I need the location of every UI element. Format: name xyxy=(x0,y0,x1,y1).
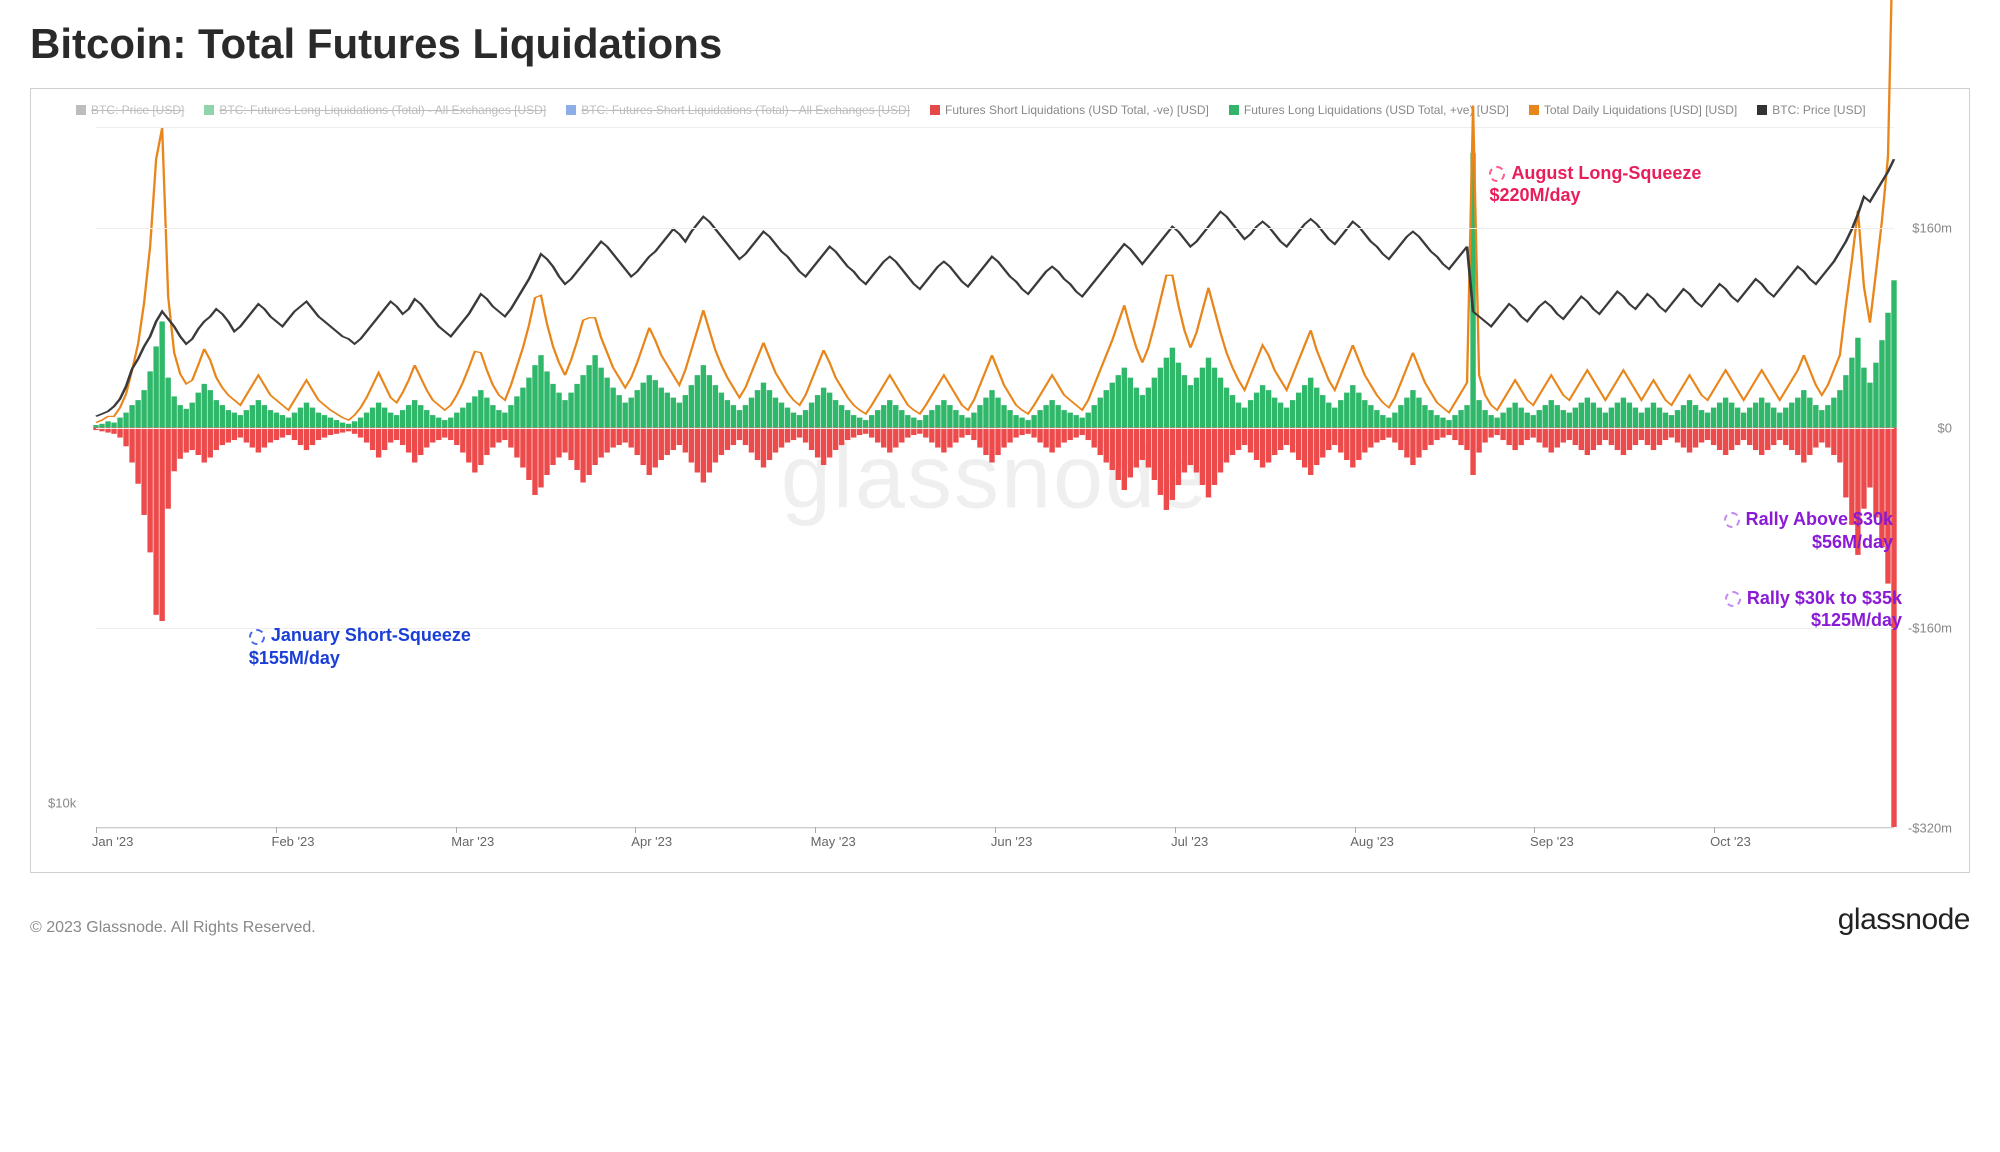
legend-item[interactable]: BTC: Price [USD] xyxy=(76,103,184,117)
gridline xyxy=(96,228,1894,229)
x-tick-mark xyxy=(995,827,996,833)
x-tick-mark xyxy=(1714,827,1715,833)
legend-label: Total Daily Liquidations [USD] [USD] xyxy=(1544,103,1737,117)
long-bars xyxy=(93,153,1896,428)
legend-label: BTC: Futures Long Liquidations (Total) -… xyxy=(219,103,546,117)
legend: BTC: Price [USD] BTC: Futures Long Liquid… xyxy=(46,99,1954,127)
x-tick-mark xyxy=(1355,827,1356,833)
x-tick-label: Sep '23 xyxy=(1530,834,1574,849)
x-tick-mark xyxy=(635,827,636,833)
x-tick-mark xyxy=(1534,827,1535,833)
legend-swatch xyxy=(76,105,86,115)
legend-label: BTC: Price [USD] xyxy=(1772,103,1865,117)
legend-swatch xyxy=(566,105,576,115)
legend-label: Futures Short Liquidations (USD Total, -… xyxy=(945,103,1209,117)
brand-logo: glassnode xyxy=(1838,903,1970,937)
chart-svg xyxy=(96,128,1894,827)
legend-swatch xyxy=(930,105,940,115)
chart-title: Bitcoin: Total Futures Liquidations xyxy=(30,20,1970,68)
legend-label: BTC: Price [USD] xyxy=(91,103,184,117)
y-tick-label: $0 xyxy=(1938,421,1952,436)
legend-item[interactable]: Total Daily Liquidations [USD] [USD] xyxy=(1529,103,1737,117)
chart-frame: BTC: Price [USD] BTC: Futures Long Liquid… xyxy=(30,88,1970,873)
copyright: © 2023 Glassnode. All Rights Reserved. xyxy=(30,919,316,937)
x-tick-mark xyxy=(96,827,97,833)
x-tick-label: Jul '23 xyxy=(1171,834,1208,849)
x-tick-label: May '23 xyxy=(811,834,856,849)
x-tick-mark xyxy=(276,827,277,833)
footer: © 2023 Glassnode. All Rights Reserved. g… xyxy=(30,903,1970,937)
x-tick-mark xyxy=(456,827,457,833)
legend-item[interactable]: BTC: Futures Short Liquidations (Total) … xyxy=(566,103,910,117)
legend-item[interactable]: BTC: Futures Long Liquidations (Total) -… xyxy=(204,103,546,117)
legend-item[interactable]: Futures Long Liquidations (USD Total, +v… xyxy=(1229,103,1509,117)
gridline xyxy=(96,428,1894,429)
legend-swatch xyxy=(1229,105,1239,115)
x-tick-label: Jan '23 xyxy=(92,834,134,849)
x-tick-label: Aug '23 xyxy=(1350,834,1394,849)
y-tick-left-label: $10k xyxy=(48,796,76,811)
x-tick-mark xyxy=(1175,827,1176,833)
y-tick-label: $160m xyxy=(1912,221,1952,236)
y-tick-label: -$320m xyxy=(1908,821,1952,836)
x-tick-label: Jun '23 xyxy=(991,834,1033,849)
legend-item[interactable]: BTC: Price [USD] xyxy=(1757,103,1865,117)
y-tick-label: -$160m xyxy=(1908,621,1952,636)
legend-label: BTC: Futures Short Liquidations (Total) … xyxy=(581,103,910,117)
x-tick-label: Apr '23 xyxy=(631,834,672,849)
legend-swatch xyxy=(204,105,214,115)
legend-label: Futures Long Liquidations (USD Total, +v… xyxy=(1244,103,1509,117)
x-tick-label: Oct '23 xyxy=(1710,834,1751,849)
x-axis: Jan '23Feb '23Mar '23Apr '23May '23Jun '… xyxy=(96,827,1894,857)
plot-area: glassnode -$320m-$160m$0$160m$10kJanuary… xyxy=(96,127,1894,827)
x-tick-label: Feb '23 xyxy=(272,834,315,849)
legend-swatch xyxy=(1757,105,1767,115)
gridline xyxy=(96,628,1894,629)
legend-item[interactable]: Futures Short Liquidations (USD Total, -… xyxy=(930,103,1209,117)
legend-swatch xyxy=(1529,105,1539,115)
price-line xyxy=(96,159,1894,416)
x-tick-label: Mar '23 xyxy=(451,834,494,849)
x-tick-mark xyxy=(815,827,816,833)
